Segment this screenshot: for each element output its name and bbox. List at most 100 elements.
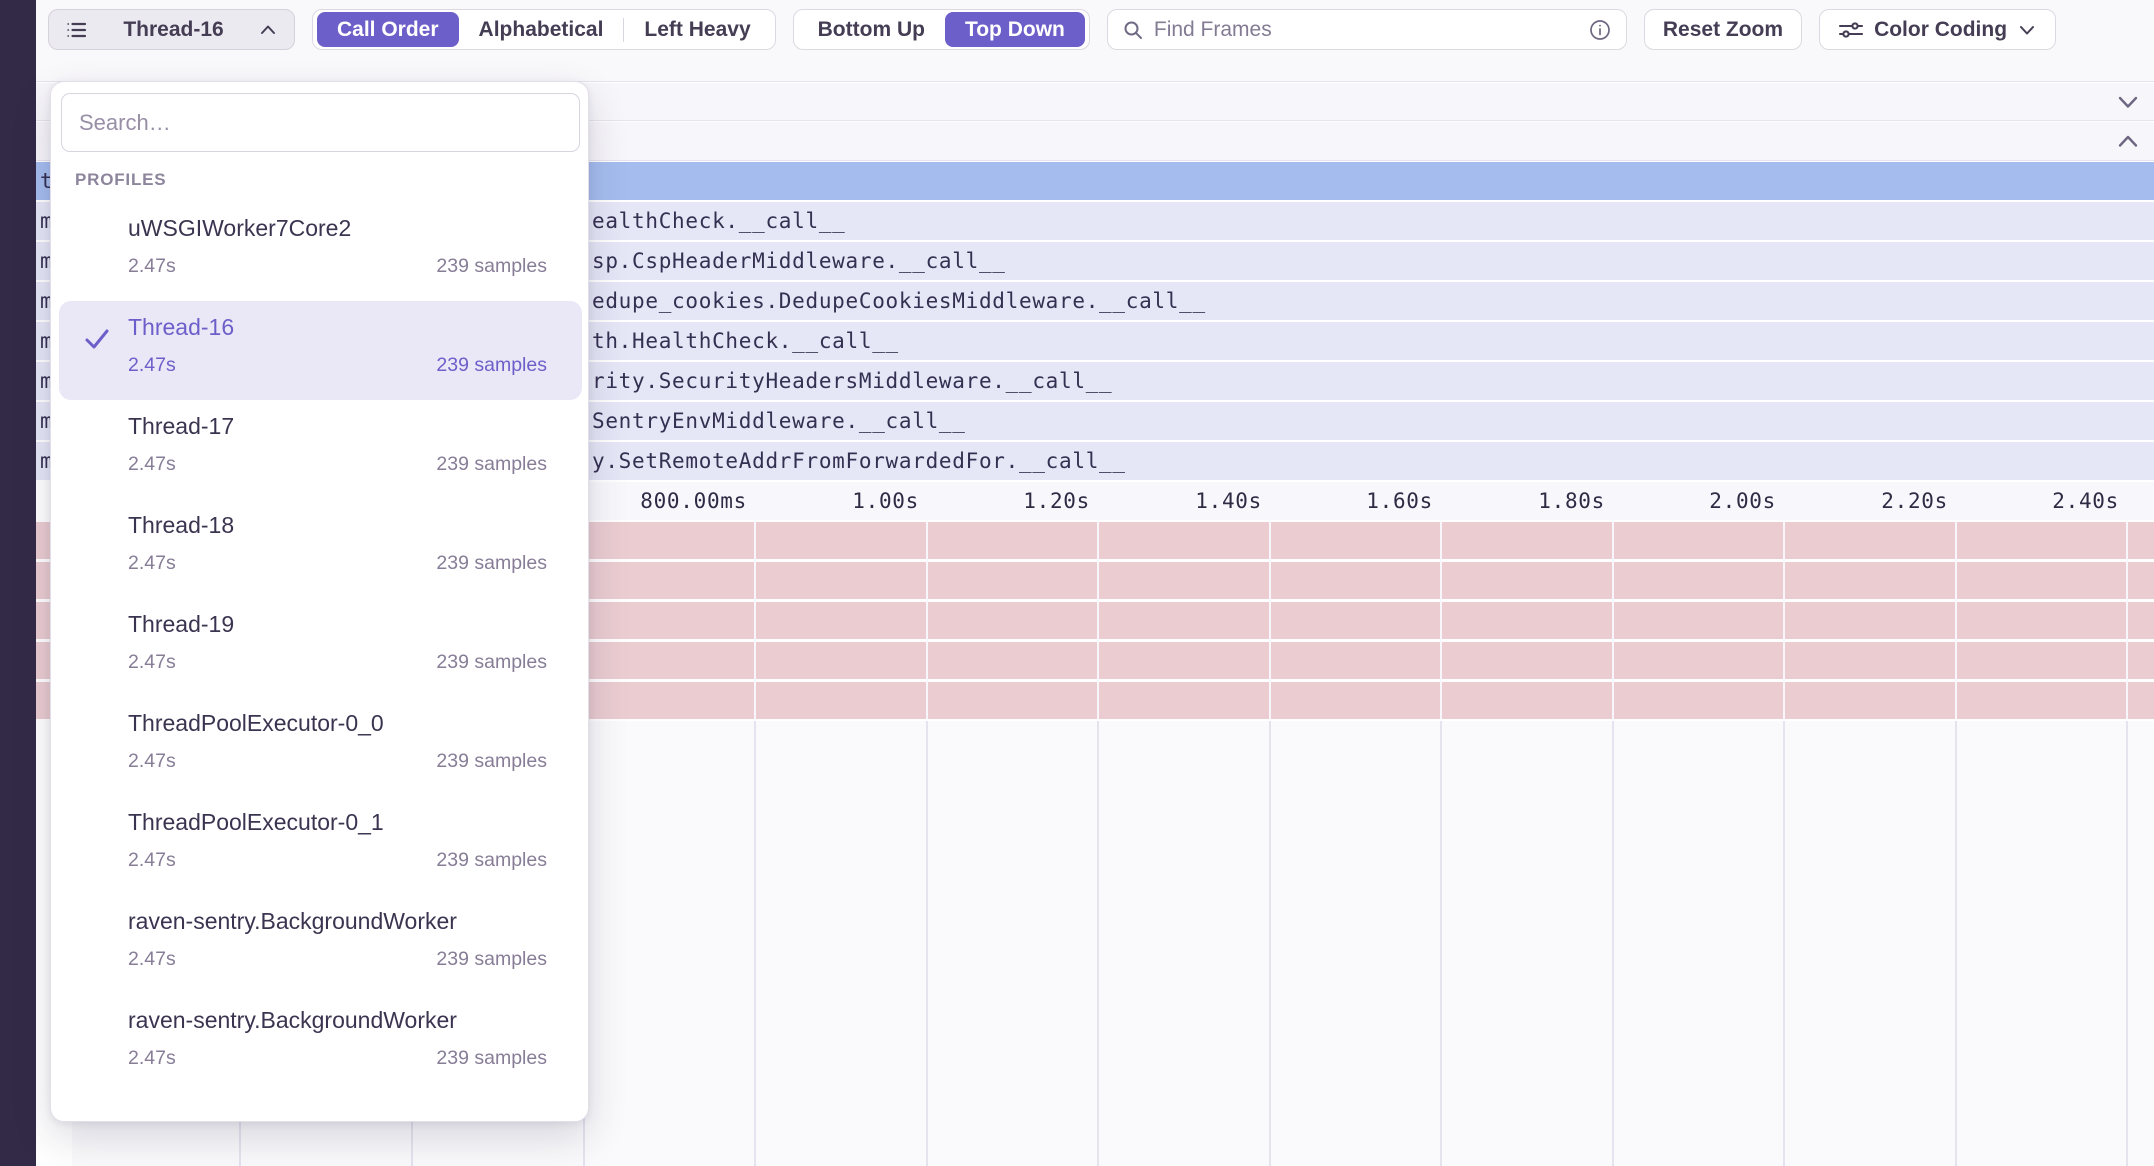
profile-list-item[interactable]: Thread-17 2.47s 239 samples (59, 400, 582, 499)
profile-meta: 2.47s 239 samples (128, 552, 547, 575)
axis-tick-label: 1.80s (1538, 489, 1605, 513)
direction-segmented-control: Bottom Up Top Down (793, 9, 1090, 50)
gridline (1097, 721, 1099, 1166)
chevron-up-icon (258, 20, 278, 40)
frame-label-fragment: ealthCheck.__call__ (592, 209, 846, 233)
profile-sample-count: 239 samples (436, 552, 547, 575)
gridline (1440, 721, 1442, 1166)
profile-duration: 2.47s (128, 552, 176, 575)
profile-duration: 2.47s (128, 453, 176, 476)
profile-list-item[interactable]: uWSGIWorker7Core2 2.47s 239 samples (59, 202, 582, 301)
profile-meta: 2.47s 239 samples (128, 849, 547, 872)
profile-duration: 2.47s (128, 354, 176, 377)
axis-tick-label: 2.20s (1881, 489, 1948, 513)
profile-list-item[interactable]: Thread-18 2.47s 239 samples (59, 499, 582, 598)
color-coding-button[interactable]: Color Coding (1819, 9, 2056, 50)
sort-segmented-control: Call Order Alphabetical Left Heavy (312, 9, 776, 50)
chevron-down-icon (2017, 20, 2037, 40)
profile-name: ThreadPoolExecutor-0_0 (128, 710, 384, 737)
sort-option-alphabetical[interactable]: Alphabetical (459, 12, 624, 47)
sort-option-left-heavy[interactable]: Left Heavy (624, 12, 770, 47)
profile-name: Thread-17 (128, 413, 234, 440)
info-icon[interactable] (1588, 18, 1612, 42)
profile-name: uWSGIWorker7Core2 (128, 215, 351, 242)
thread-selector-dropdown: PROFILES uWSGIWorker7Core2 2.47s 239 sam… (50, 81, 589, 1122)
frame-label-fragment: edupe_cookies.DedupeCookiesMiddleware.__… (592, 289, 1206, 313)
profile-sample-count: 239 samples (436, 453, 547, 476)
gridline (2126, 721, 2128, 1166)
search-icon (1122, 19, 1144, 41)
gridline (754, 721, 756, 1166)
thread-selector-label: Thread-16 (123, 18, 223, 42)
profile-list-item[interactable]: raven-sentry.BackgroundWorker 2.47s 239 … (59, 895, 582, 994)
profile-name: Thread-19 (128, 611, 234, 638)
app-sidebar (0, 0, 36, 1166)
axis-tick-label: 1.20s (1023, 489, 1090, 513)
chevron-down-icon[interactable] (2115, 91, 2141, 113)
frame-label-fragment: SentryEnvMiddleware.__call__ (592, 409, 966, 433)
sliders-icon (1838, 19, 1864, 41)
profile-sample-count: 239 samples (436, 255, 547, 278)
sort-option-call-order[interactable]: Call Order (317, 12, 459, 47)
find-frames-input[interactable] (1154, 18, 1578, 42)
profile-meta: 2.47s 239 samples (128, 651, 547, 674)
frame-label-fragment: th.HealthCheck.__call__ (592, 329, 899, 353)
profile-list-item[interactable]: Thread-19 2.47s 239 samples (59, 598, 582, 697)
axis-tick-label: 1.00s (852, 489, 919, 513)
find-frames-searchbox[interactable] (1107, 9, 1627, 50)
profile-meta: 2.47s 239 samples (128, 948, 547, 971)
profile-sample-count: 239 samples (436, 1047, 547, 1070)
color-coding-label: Color Coding (1874, 18, 2007, 42)
axis-tick-label: 800.00ms (640, 489, 747, 513)
profile-name: raven-sentry.BackgroundWorker (128, 1007, 457, 1034)
profile-list-item[interactable]: raven-sentry.BackgroundWorker 2.47s 239 … (59, 994, 582, 1093)
gridline (1783, 721, 1785, 1166)
profile-meta: 2.47s 239 samples (128, 255, 547, 278)
profile-duration: 2.47s (128, 849, 176, 872)
profile-list-item[interactable]: ThreadPoolExecutor-0_1 2.47s 239 samples (59, 796, 582, 895)
axis-tick-label: 1.40s (1195, 489, 1262, 513)
frame-label-fragment: sp.CspHeaderMiddleware.__call__ (592, 249, 1006, 273)
profile-name: Thread-18 (128, 512, 234, 539)
reset-zoom-label: Reset Zoom (1663, 18, 1783, 42)
profile-duration: 2.47s (128, 750, 176, 773)
profile-meta: 2.47s 239 samples (128, 750, 547, 773)
chevron-up-icon[interactable] (2115, 130, 2141, 152)
profile-duration: 2.47s (128, 948, 176, 971)
toolbar: Thread-16 Call Order Alphabetical Left H… (36, 0, 2154, 82)
profile-duration: 2.47s (128, 1047, 176, 1070)
axis-tick-label: 2.40s (2052, 489, 2119, 513)
direction-option-bottom-up[interactable]: Bottom Up (798, 12, 945, 47)
gridline (1955, 721, 1957, 1166)
toolbar-row: Thread-16 Call Order Alphabetical Left H… (48, 9, 2145, 50)
gridline (926, 721, 928, 1166)
profile-duration: 2.47s (128, 255, 176, 278)
frame-label-fragment: y.SetRemoteAddrFromForwardedFor.__call__ (592, 449, 1126, 473)
direction-option-top-down[interactable]: Top Down (945, 12, 1085, 47)
gridline (1612, 721, 1614, 1166)
dropdown-search-input[interactable] (61, 93, 580, 152)
axis-tick-label: 2.00s (1709, 489, 1776, 513)
profile-name: ThreadPoolExecutor-0_1 (128, 809, 384, 836)
profile-sample-count: 239 samples (436, 948, 547, 971)
profile-name: Thread-16 (128, 314, 234, 341)
profile-meta: 2.47s 239 samples (128, 453, 547, 476)
axis-tick-label: 1.60s (1366, 489, 1433, 513)
checkmark-icon (83, 325, 111, 353)
profiles-section-label: PROFILES (75, 170, 166, 190)
gridline (1269, 721, 1271, 1166)
frame-label-fragment: rity.SecurityHeadersMiddleware.__call__ (592, 369, 1112, 393)
profile-sample-count: 239 samples (436, 651, 547, 674)
profile-name: raven-sentry.BackgroundWorker (128, 908, 457, 935)
profile-meta: 2.47s 239 samples (128, 354, 547, 377)
thread-selector-button[interactable]: Thread-16 (48, 9, 295, 50)
profile-sample-count: 239 samples (436, 750, 547, 773)
profile-list-item[interactable]: Thread-16 2.47s 239 samples (59, 301, 582, 400)
profile-meta: 2.47s 239 samples (128, 1047, 547, 1070)
profile-list-item[interactable]: ThreadPoolExecutor-0_0 2.47s 239 samples (59, 697, 582, 796)
profile-duration: 2.47s (128, 651, 176, 674)
list-icon (65, 18, 89, 42)
profile-sample-count: 239 samples (436, 849, 547, 872)
profile-sample-count: 239 samples (436, 354, 547, 377)
reset-zoom-button[interactable]: Reset Zoom (1644, 9, 1802, 50)
